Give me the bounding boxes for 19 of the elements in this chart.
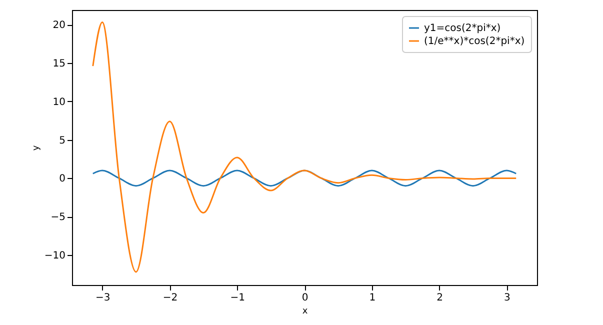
- y-tick-label: 15: [52, 58, 66, 70]
- y-tick-label: −10: [44, 250, 66, 262]
- x-tick-label: 3: [504, 292, 510, 304]
- x-tick-label: −2: [162, 292, 178, 304]
- y-tick-label: 0: [59, 174, 66, 185]
- y-tick-label: −5: [50, 212, 66, 224]
- x-tick-label: 0: [302, 292, 308, 304]
- y-tick-label: 5: [59, 135, 66, 146]
- line-series: [92, 170, 517, 187]
- x-tick-label: 1: [369, 292, 376, 304]
- x-tick-label: −3: [95, 292, 110, 304]
- y-axis-title: y: [31, 144, 42, 151]
- x-tick-label: 2: [436, 292, 443, 304]
- x-axis-title: x: [302, 306, 308, 316]
- legend-label: (1/e**x)*cos(2*pi*x): [424, 36, 525, 47]
- y-tick-label: 10: [52, 96, 66, 108]
- y-tick-label: 20: [52, 20, 66, 32]
- x-tick-label: −1: [230, 292, 245, 304]
- legend-label: y1=cos(2*pi*x): [424, 23, 501, 34]
